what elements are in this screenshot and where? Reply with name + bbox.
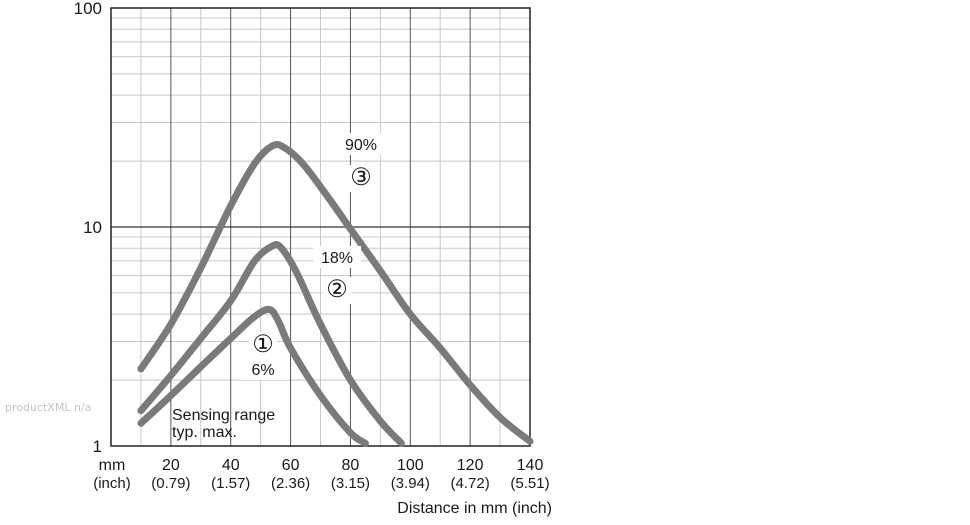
label-bg (337, 133, 385, 155)
y-tick-label: 10 (83, 218, 102, 237)
plot-frame (110, 7, 531, 447)
x-unit-label: mm (99, 457, 126, 474)
series-marker-label: ② (326, 276, 348, 303)
series-line-2 (137, 241, 405, 447)
annotation-line-2: typ. max. (172, 424, 237, 441)
series-name-label: 6% (251, 362, 274, 379)
annotation-line-1: Sensing range (172, 407, 275, 424)
x-tick-sublabel: (5.51) (510, 475, 549, 492)
x-unit-label-alt: (inch) (93, 475, 131, 492)
x-axis-title: Distance in mm (inch) (397, 500, 552, 517)
series-name-label: 18% (321, 250, 353, 267)
x-tick-label: 20 (162, 457, 180, 474)
y-tick-label: 1 (93, 437, 102, 456)
y-tick-label: 100 (74, 0, 102, 18)
x-tick-sublabel: (3.94) (391, 475, 430, 492)
series-line-1 (137, 140, 534, 445)
x-tick-label: 100 (397, 457, 424, 474)
x-tick-label: 80 (342, 457, 360, 474)
x-tick-sublabel: (2.36) (271, 475, 310, 492)
series-marker-label: ① (252, 331, 274, 358)
series-name-label: 90% (345, 137, 377, 154)
x-tick-label: 40 (222, 457, 240, 474)
series-marker-label: ③ (350, 164, 372, 191)
x-tick-sublabel: (0.79) (151, 475, 190, 492)
x-tick-sublabel: (4.72) (451, 475, 490, 492)
x-tick-sublabel: (1.57) (211, 475, 250, 492)
x-tick-label: 120 (457, 457, 484, 474)
label-bg (313, 246, 361, 268)
label-bg (323, 277, 351, 304)
x-tick-label: 140 (517, 457, 544, 474)
series-line-3 (137, 305, 369, 447)
grid: 20(0.79)40(1.57)60(2.36)80(3.15)100(3.94… (74, 0, 550, 492)
x-tick-sublabel: (3.15) (331, 475, 370, 492)
label-bg (249, 332, 277, 359)
watermark: productXML n/a (5, 401, 92, 414)
label-bg (239, 358, 287, 380)
curves (137, 140, 534, 447)
label-bg (347, 165, 375, 192)
x-tick-label: 60 (282, 457, 300, 474)
labels: 90% ③ 18% ② 6% ① (239, 133, 385, 380)
